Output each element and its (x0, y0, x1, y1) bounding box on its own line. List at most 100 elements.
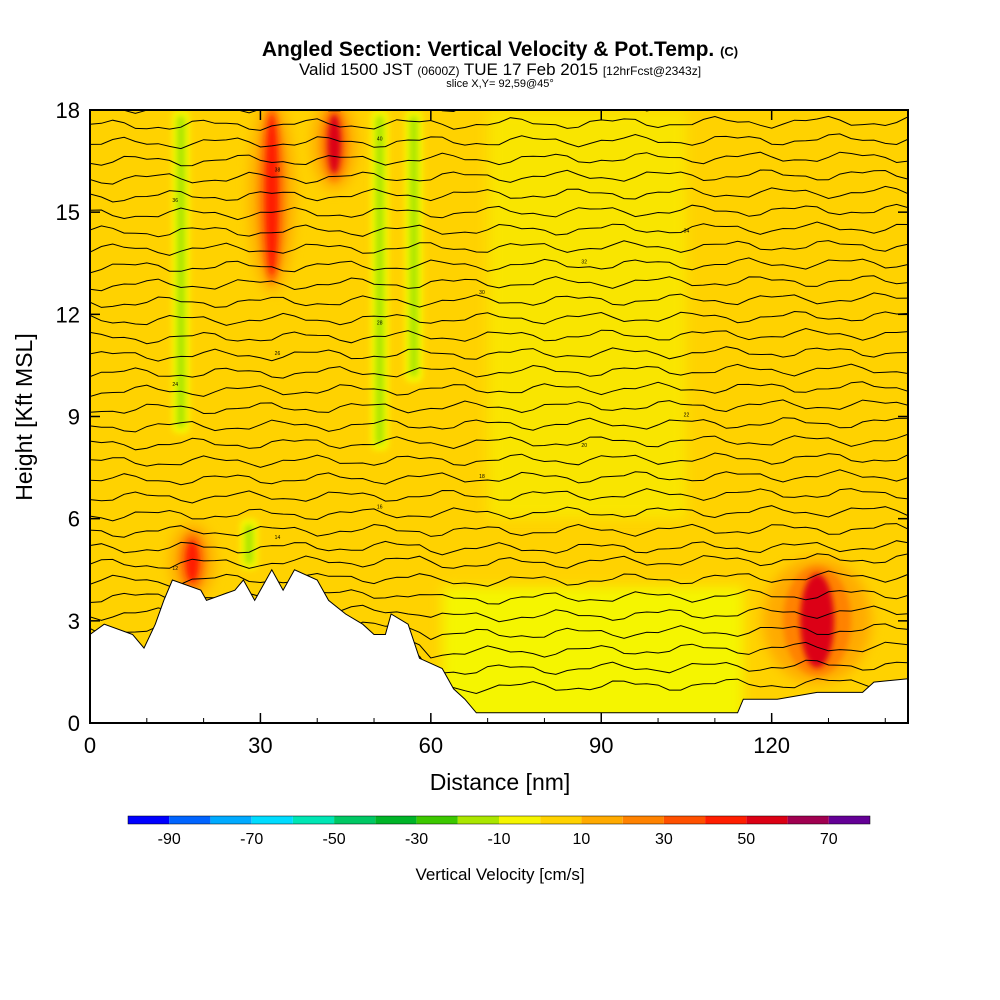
y-tick-label: 15 (56, 200, 80, 225)
isentrope-label: 20 (581, 443, 587, 449)
isentrope-line (90, 151, 908, 167)
isentrope-line (90, 257, 908, 274)
isentrope-label: 22 (684, 413, 690, 419)
x-tick-label: 30 (248, 733, 272, 758)
colorbar-tick-label: -30 (405, 831, 428, 848)
x-tick-label: 90 (589, 733, 613, 758)
isentrope-line (90, 433, 908, 451)
isentrope-line (90, 115, 908, 131)
isentrope-label: 34 (684, 229, 690, 235)
colorbar-tick-label: -70 (240, 831, 263, 848)
updraft-core-0 (264, 114, 279, 277)
isentrope-line (90, 381, 908, 397)
x-axis-title: Distance [nm] (430, 769, 571, 795)
isentrope-line (90, 203, 908, 221)
downdraft-band-core-1 (375, 116, 384, 445)
y-tick-label: 9 (68, 405, 80, 430)
colorbar-swatch (540, 816, 582, 824)
isentrope-line (90, 523, 908, 538)
y-tick-label: 3 (68, 609, 80, 634)
y-tick-label: 6 (68, 507, 80, 532)
isentrope-line (90, 327, 908, 345)
isentrope-label: 30 (479, 290, 485, 296)
updraft-core-3 (800, 573, 835, 668)
colorbar-tick-label: -10 (487, 831, 510, 848)
isentrope-label: 38 (275, 167, 281, 173)
colorbar-swatch (499, 816, 541, 824)
isentrope-line (90, 240, 908, 256)
colorbar-swatch (416, 816, 458, 824)
colorbar-frame (127, 815, 871, 825)
isentrope-line (90, 570, 908, 587)
isentrope-line (90, 310, 908, 326)
colorbar-tick-label: 30 (655, 831, 673, 848)
colorbar-swatch (622, 816, 664, 824)
colorbar-swatch (581, 816, 623, 824)
colorbar-swatch (334, 816, 376, 824)
updraft-core-1 (327, 114, 342, 175)
y-tick-label: 12 (56, 302, 80, 327)
isentrope-line (90, 488, 908, 504)
colorbar-swatch (746, 816, 788, 824)
isentrope-label: 26 (275, 351, 281, 357)
colorbar-swatch (169, 816, 211, 824)
y-tick-label: 0 (68, 711, 80, 736)
isentrope-line (90, 363, 908, 379)
colorbar-swatch (251, 816, 293, 824)
isentrope-line (90, 169, 908, 185)
y-tick-label: 18 (56, 98, 80, 123)
isentrope-label: 36 (172, 198, 178, 204)
x-tick-label: 0 (84, 733, 96, 758)
x-tick-label: 120 (753, 733, 790, 758)
terrain-mask (90, 568, 908, 723)
isentrope-label: 18 (479, 474, 485, 480)
isentrope-line (90, 185, 908, 203)
slice-info: slice X,Y= 92,59@45° (446, 78, 554, 90)
valid-time: Valid 1500 JST (0600Z) TUE 17 Feb 2015 [… (298, 60, 702, 79)
colorbar-title: Vertical Velocity [cm/s] (415, 865, 584, 884)
weak-sink-region (442, 586, 744, 723)
isentrope-line (90, 399, 908, 415)
colorbar-swatch (128, 816, 170, 824)
updraft-core-2 (185, 539, 200, 583)
downdraft-band-core-2 (409, 116, 418, 377)
isentrope-line (90, 221, 908, 238)
isentrope-line (90, 469, 908, 486)
chart-title: Angled Section: Vertical Velocity & Pot.… (261, 38, 739, 61)
colorbar-swatch (663, 816, 706, 824)
colorbar-swatch (210, 816, 252, 824)
isentrope-line (90, 553, 908, 569)
colorbar-swatch (375, 816, 417, 824)
isentrope-label: 40 (377, 137, 383, 143)
colorbar-swatch (828, 816, 870, 824)
terrain (90, 568, 908, 723)
isentrope-line (90, 346, 908, 362)
colorbar-swatch (705, 816, 747, 824)
isentrope-line (90, 292, 908, 308)
colorbar-swatch (457, 816, 499, 824)
isentrope-line (90, 505, 908, 522)
isentrope-line (90, 417, 908, 433)
isentrope-label: 24 (172, 382, 178, 388)
isentrope-line (90, 540, 908, 556)
y-axis-title: Height [Kft MSL] (11, 333, 37, 500)
isentrope-label: 14 (275, 535, 281, 541)
colorbar-tick-label: 10 (573, 831, 591, 848)
isentrope-line (90, 275, 908, 292)
isentrope-label: 32 (581, 259, 587, 265)
colorbar-swatch (292, 816, 335, 824)
isentrope-label: 16 (377, 504, 383, 510)
isentrope-label: 28 (377, 321, 383, 327)
colorbar-tick-label: -50 (323, 831, 346, 848)
colorbar-tick-label: 70 (820, 831, 838, 848)
colorbar-tick-label: -90 (158, 831, 181, 848)
isentrope-label: 12 (172, 566, 178, 572)
colorbar: -90 -70 -50 -30 -10 10 30 50 70 (127, 815, 871, 848)
downdraft-band-core-3 (245, 524, 254, 564)
colorbar-swatch (787, 816, 829, 824)
weak-sink-region-upper (487, 110, 687, 519)
isentrope-line (90, 133, 908, 150)
isentrope-line (90, 452, 908, 468)
